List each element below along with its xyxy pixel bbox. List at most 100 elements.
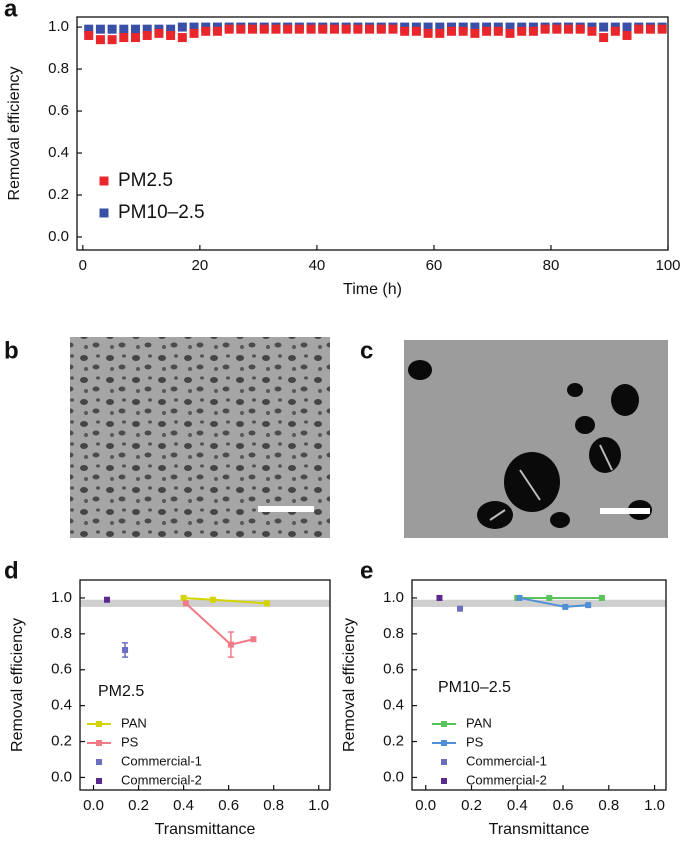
x-tick-label: 0.4 [173,797,194,814]
y-tick-label: 0.6 [48,102,69,119]
marker [634,24,644,34]
marker [400,26,410,36]
series-line [185,602,254,646]
marker [189,28,199,38]
marker [107,35,117,45]
x-axis-label: Time (h) [343,281,402,298]
marker [552,24,562,34]
panel-label: a [4,0,18,22]
marker [645,24,655,34]
y-tick-label: 0.8 [48,60,69,77]
marker [259,24,269,34]
marker [227,641,234,648]
marker [177,33,187,43]
x-tick-label: 0 [79,257,87,274]
marker [212,26,222,36]
legend-marker [96,740,102,746]
marker [104,596,111,603]
highlight-band [80,599,330,607]
legend-marker [96,759,102,765]
x-tick-label: 20 [192,257,209,274]
annotation: PM2.5 [98,683,144,700]
marker [131,33,141,43]
marker [411,26,421,36]
x-tick-label: 60 [426,257,443,274]
marker [610,26,620,36]
legend-marker [99,208,109,218]
y-tick-label: 0.2 [383,733,404,750]
y-tick-label: 1.0 [48,18,69,35]
x-axis-label: Transmittance [155,821,256,838]
legend-marker [96,778,102,784]
marker [154,28,164,38]
marker [657,24,667,34]
plot-frame [76,16,669,251]
y-tick-label: 1.0 [383,589,404,606]
marker [599,33,609,43]
panel-label: c [360,337,373,364]
marker [166,24,176,34]
marker [446,26,456,36]
legend-marker [441,778,447,784]
legend-marker [441,740,447,746]
marker [436,594,443,601]
marker [353,24,363,34]
x-tick-label: 40 [309,257,326,274]
marker [546,594,553,601]
legend-marker [99,176,109,186]
marker [435,28,445,38]
marker [122,647,129,653]
marker [341,24,351,34]
x-tick-label: 0.0 [83,797,104,814]
x-tick-label: 1.0 [644,797,665,814]
legend-label: PM10–2.5 [118,202,205,223]
marker [119,33,129,43]
marker [528,26,538,36]
marker [517,26,527,36]
x-tick-label: 100 [655,257,680,274]
marker [248,24,258,34]
marker [365,24,375,34]
annotation: PM10–2.5 [438,679,511,696]
marker [271,24,281,34]
plot-frame [79,579,331,791]
y-tick-label: 0.8 [383,625,404,642]
marker [587,26,597,36]
y-tick-label: 0.6 [383,661,404,678]
marker [562,603,569,610]
legend-label: Commercial-2 [466,772,547,787]
marker [119,24,129,34]
x-tick-label: 0.8 [598,797,619,814]
marker [457,605,464,612]
legend-label: Commercial-1 [121,753,202,768]
marker [505,22,515,32]
y-tick-label: 0.4 [48,144,69,161]
marker [236,24,246,34]
marker [294,24,304,34]
marker [470,22,480,32]
legend-label: PS [121,734,139,749]
marker [283,24,293,34]
x-axis-label: Transmittance [489,821,590,838]
y-axis-label: Removal efficiency [9,618,26,752]
legend-label: PAN [466,715,492,730]
marker [224,24,234,34]
marker [318,24,328,34]
marker [182,600,189,607]
marker [189,22,199,32]
marker [209,596,216,603]
marker [458,26,468,36]
legend-label: PAN [121,715,147,730]
panel-label: d [4,557,19,584]
x-tick-label: 0.4 [507,797,528,814]
marker [423,22,433,32]
sem-image-c [404,340,668,538]
marker [505,28,515,38]
y-axis-label: Removal efficiency [6,67,23,201]
marker [263,600,270,607]
y-tick-label: 0.0 [48,228,69,245]
y-tick-label: 0.6 [51,661,72,678]
marker [435,22,445,32]
panel-label: e [360,557,373,584]
